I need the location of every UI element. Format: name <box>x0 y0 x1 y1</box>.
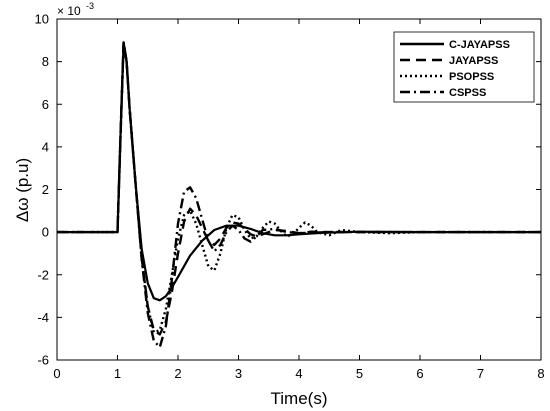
x-tick-label: 7 <box>477 366 484 381</box>
series-layer <box>57 41 541 349</box>
y-ticks: -6 -4 -2 0 2 4 6 8 10 <box>35 12 541 368</box>
y-tick-label: 0 <box>42 225 49 240</box>
legend: C-JAYAPSS JAYAPSS PSOPSS CSPSS <box>393 31 535 103</box>
x-tick-label: 2 <box>174 366 181 381</box>
x-tick-label: 3 <box>235 366 242 381</box>
legend-label-jayapss: JAYAPSS <box>449 55 498 67</box>
y-tick-label: -6 <box>37 353 49 368</box>
legend-label-c-jayapss: C-JAYAPSS <box>449 39 510 51</box>
y-tick-label: 10 <box>35 12 49 27</box>
x-tick-label: 0 <box>53 366 60 381</box>
series-line-psopss <box>57 41 541 334</box>
y-tick-label: 6 <box>42 97 49 112</box>
y-tick-label: 2 <box>42 182 49 197</box>
x-axis-label: Time(s) <box>271 389 328 408</box>
legend-label-psopss: PSOPSS <box>449 71 494 83</box>
series-line-cspss <box>57 41 541 349</box>
y-tick-label: 4 <box>42 139 49 154</box>
y-tick-label: 8 <box>42 54 49 69</box>
legend-items: C-JAYAPSS JAYAPSS PSOPSS CSPSS <box>400 39 510 99</box>
x-tick-label: 4 <box>295 366 302 381</box>
x-tick-label: 6 <box>416 366 423 381</box>
y-multiplier-base: × 10 <box>57 4 81 18</box>
y-tick-label: -2 <box>37 267 49 282</box>
y-multiplier-exponent: -3 <box>86 1 94 11</box>
y-axis-label: Δω (p.u) <box>13 158 32 222</box>
x-ticks: 0 1 2 3 4 5 6 7 8 <box>53 19 545 381</box>
x-tick-label: 5 <box>356 366 363 381</box>
x-tick-label: 8 <box>537 366 544 381</box>
x-tick-label: 1 <box>114 366 121 381</box>
legend-label-cspss: CSPSS <box>449 87 486 99</box>
y-tick-label: -4 <box>37 310 49 325</box>
